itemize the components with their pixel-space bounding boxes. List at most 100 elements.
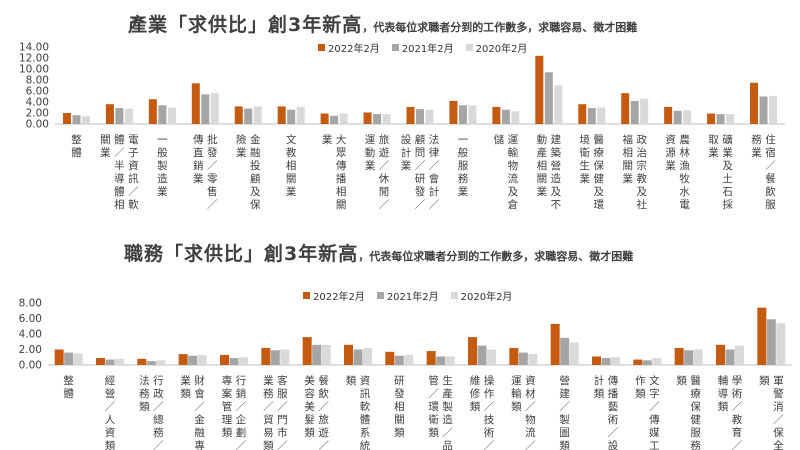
category-label-char: 運 <box>508 134 519 146</box>
bar <box>769 95 778 124</box>
bar <box>363 347 372 365</box>
category-label-char: 及 <box>636 186 647 198</box>
category-label-char: 研 <box>394 375 405 387</box>
bar <box>735 345 744 365</box>
bar <box>404 354 414 365</box>
category-label-char: 保 <box>250 198 261 211</box>
y-tick-label: 8.00 <box>19 298 42 310</box>
category-label-char: 業 <box>286 185 297 198</box>
category-label-char: 宗 <box>636 159 647 172</box>
category-label-char: 環 <box>594 199 605 211</box>
bar <box>630 100 639 124</box>
category-label-char: 法 <box>429 133 440 146</box>
bar <box>382 114 391 124</box>
category-label-char: 電 <box>679 199 690 211</box>
category-label-char: 類 <box>594 388 605 400</box>
category-label-char: 直 <box>193 146 204 159</box>
category-label-char: 播 <box>608 387 619 400</box>
category-label-char: 類 <box>222 427 233 439</box>
category-label-char: 導 <box>114 172 125 185</box>
legend-item: 2020年2月 <box>465 40 528 55</box>
category-label-char: ／ <box>114 147 125 159</box>
bar <box>458 105 467 124</box>
bar <box>776 323 786 365</box>
bar <box>554 85 563 124</box>
category-label-char: 生 <box>442 374 453 387</box>
legend-swatch <box>376 292 384 299</box>
category-label-char: 關 <box>286 173 297 185</box>
bar <box>518 352 528 365</box>
bar <box>501 109 510 124</box>
bar <box>759 96 768 124</box>
bar <box>766 319 776 365</box>
category-label-char: 零 <box>207 173 218 185</box>
bar <box>425 109 434 124</box>
category-label-char: 業 <box>180 374 191 387</box>
category-label-char: 業 <box>193 172 204 185</box>
bar <box>601 358 611 365</box>
category-label-char: 類 <box>180 388 191 400</box>
bar <box>385 351 395 365</box>
category-label-char: 材 <box>525 387 536 400</box>
category-label-char: 操 <box>484 374 495 387</box>
category-label-char: 體 <box>114 134 125 146</box>
bar <box>277 106 286 124</box>
category-label-char: 體 <box>360 414 371 426</box>
category-label-char: ／ <box>277 401 288 413</box>
category-label-char: 工 <box>649 440 660 450</box>
bar <box>621 93 630 124</box>
bar <box>137 358 147 365</box>
category-label-char: 保 <box>773 426 784 439</box>
category-label-char: 類 <box>635 388 646 400</box>
category-label-char: 餐 <box>318 374 329 387</box>
category-label-char: 業 <box>751 146 762 159</box>
category-label-char: 般 <box>458 146 469 159</box>
bar <box>62 113 71 124</box>
category-label-char: 築 <box>551 146 562 159</box>
y-tick-label: 12.00 <box>19 53 49 65</box>
category-label-char: 業 <box>365 159 376 172</box>
category-label-char: 術 <box>732 387 743 400</box>
category-label-char: 修 <box>470 387 481 400</box>
legend-label: 2020年2月 <box>475 44 528 55</box>
category-label-char: 整 <box>71 133 82 146</box>
bar <box>312 344 322 365</box>
category-label-char: 美 <box>304 400 315 413</box>
category-label-char: 會 <box>429 172 440 185</box>
legend-item: 2022年2月 <box>318 40 380 55</box>
category-label-char: 業 <box>322 133 333 146</box>
bar <box>321 344 331 365</box>
category-label-char: 藝 <box>608 400 619 413</box>
y-tick-label: 0.00 <box>26 119 49 131</box>
y-tick-label: 0.00 <box>19 360 42 372</box>
category-label-char: 髮 <box>304 413 315 426</box>
category-label-char: 運 <box>365 134 376 146</box>
category-label-char: 營 <box>105 387 116 400</box>
bar <box>673 110 682 124</box>
bar <box>81 116 90 124</box>
category-label-char: 動 <box>365 146 376 159</box>
category-label-char: 業 <box>263 374 274 387</box>
category-label-char: 系 <box>360 427 371 439</box>
category-label-char: 一 <box>458 134 469 146</box>
category-label-char: 金 <box>194 413 205 426</box>
category-label-char: 相 <box>537 159 548 172</box>
category-label-char: 類 <box>470 401 481 413</box>
bar <box>287 109 296 124</box>
category-label-char: 衛 <box>428 413 439 426</box>
legend-swatch <box>318 44 325 51</box>
category-label: 整體 <box>63 374 74 400</box>
category-label-char: 取 <box>708 134 719 146</box>
category-label-char: 營 <box>559 374 570 387</box>
bar <box>73 353 83 365</box>
category-label-char: 文 <box>649 374 660 387</box>
category-label-char: 設 <box>608 439 619 450</box>
bar <box>664 106 673 124</box>
bar <box>229 358 239 365</box>
y-tick-label: 2.00 <box>26 108 49 120</box>
